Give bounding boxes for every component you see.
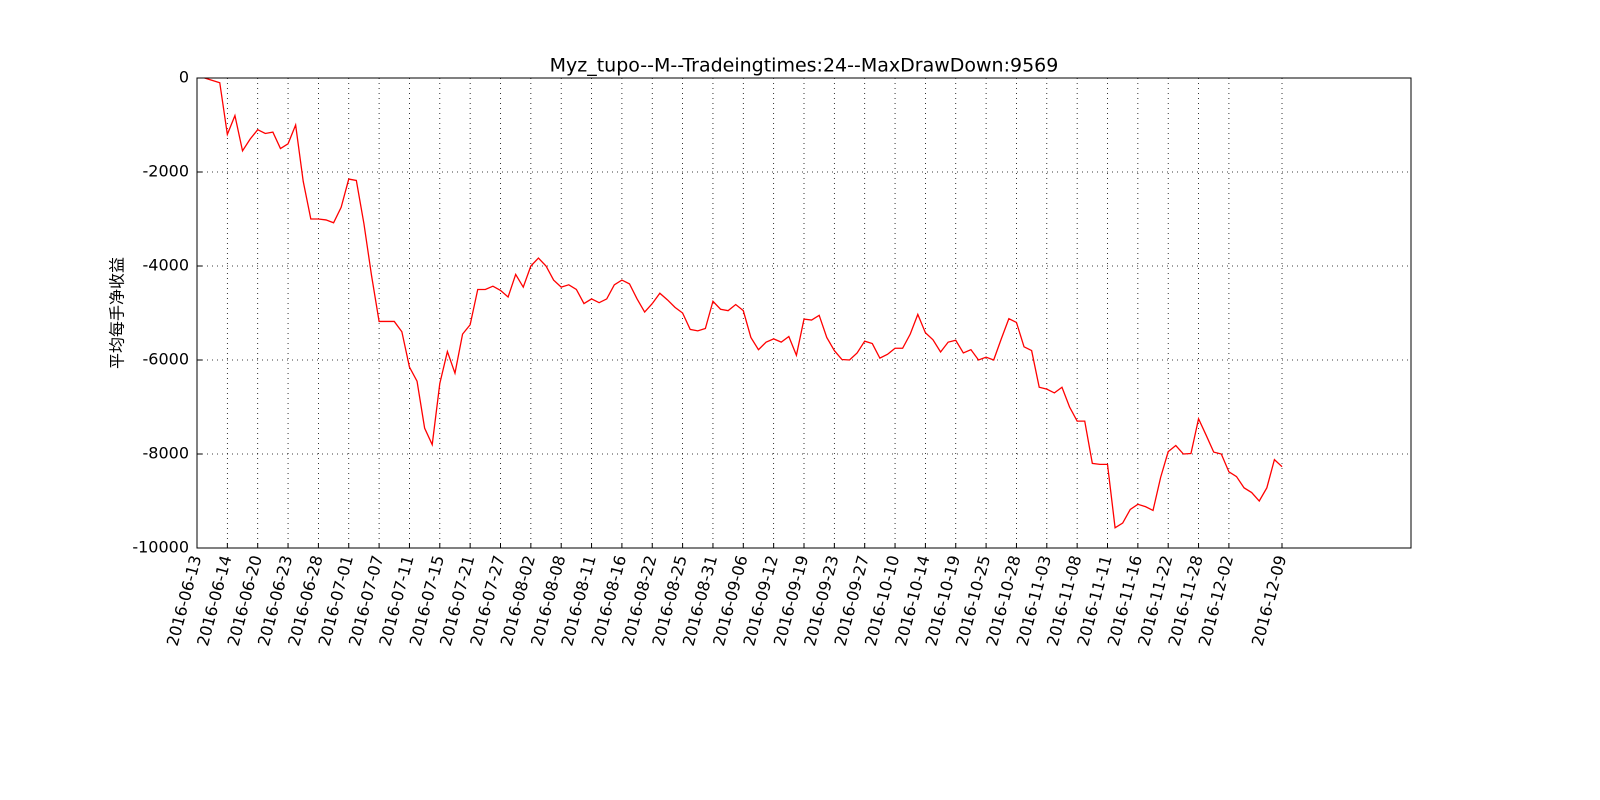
data-line	[204, 77, 1283, 529]
y-tick-label: -2000	[143, 162, 190, 181]
chart-title: Myz_tupo--M--Tradeingtimes:24--MaxDrawDo…	[550, 55, 1059, 77]
plot-frame	[196, 77, 1412, 549]
y-tick-label: -4000	[143, 256, 190, 275]
y-tick-label: 0	[179, 68, 189, 87]
y-tick-label: -6000	[143, 350, 190, 369]
y-tick-label: -10000	[132, 538, 189, 557]
y-axis-label: 平均每手净收益	[108, 257, 127, 369]
y-tick-label: -8000	[143, 444, 190, 463]
